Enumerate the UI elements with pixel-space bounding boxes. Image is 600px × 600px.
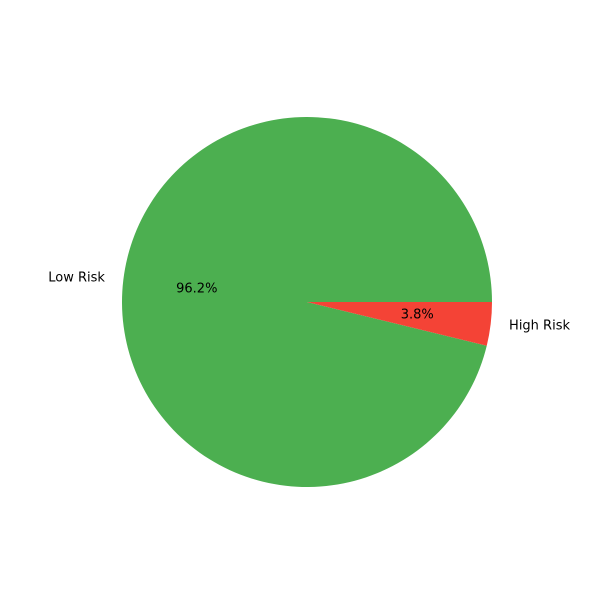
labels-layer: Low Risk 96.2% High Risk 3.8% (48, 270, 570, 333)
slice-label-high-risk: High Risk (509, 319, 570, 334)
slice-label-low-risk: Low Risk (48, 270, 105, 285)
slice-pct-label-low-risk: 96.2% (176, 281, 217, 296)
slice-pct-label-high-risk: 3.8% (401, 308, 434, 323)
pie-slice-high-risk (307, 302, 492, 346)
pie-slice-low-risk (122, 116, 493, 487)
slices-layer (122, 116, 493, 487)
